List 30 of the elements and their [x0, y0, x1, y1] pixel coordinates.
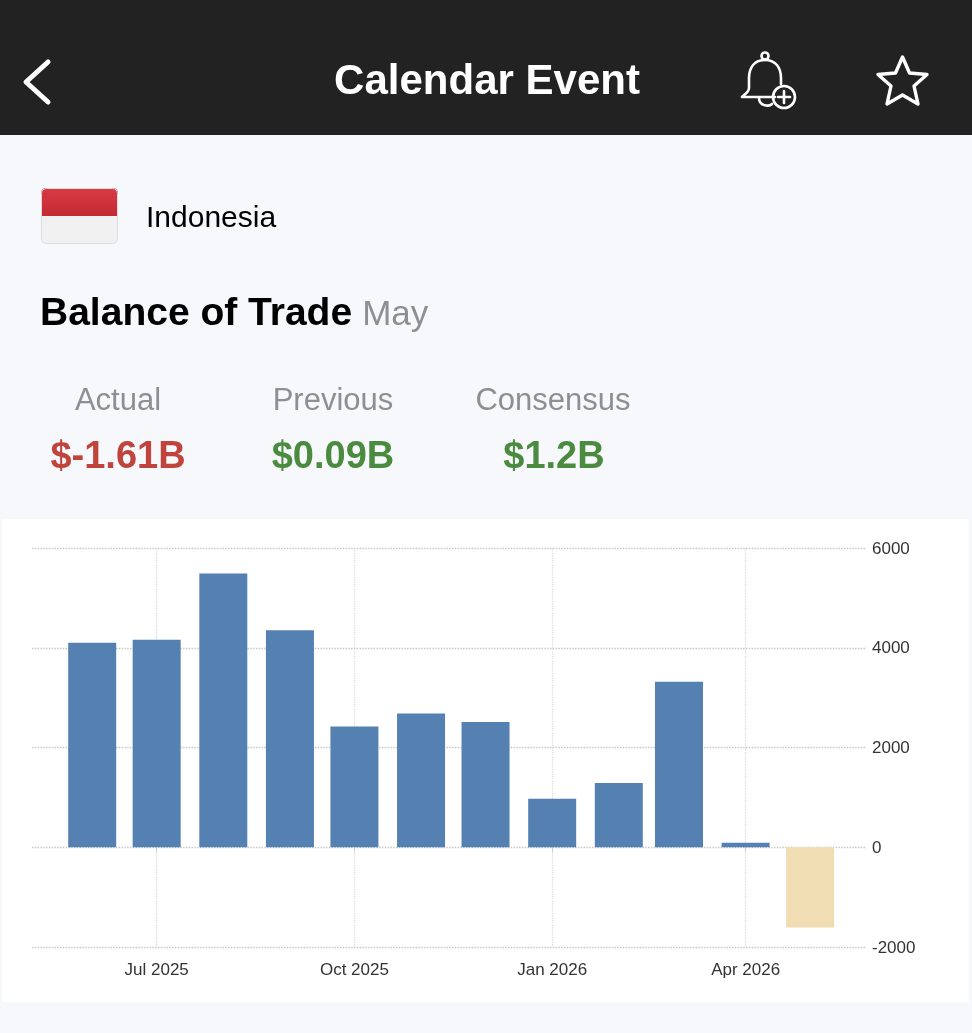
text: Indonesia	[146, 200, 277, 233]
y-tick-label: 6000	[872, 538, 910, 558]
bar	[461, 722, 510, 848]
text: $1.2B	[503, 434, 605, 476]
y-tick-label: -2000	[872, 937, 916, 957]
bar	[265, 630, 314, 848]
chart-title: Balance of Trade	[40, 290, 353, 333]
bar	[528, 798, 577, 848]
bar	[330, 726, 379, 848]
y-tick-label: 4000	[872, 638, 910, 658]
bar	[786, 847, 835, 928]
x-tick-label: Oct 2025	[319, 960, 389, 979]
chart-subtitle: May	[362, 293, 429, 332]
text: Consensus	[475, 381, 631, 417]
text: Actual	[74, 381, 162, 417]
y-tick-label: 2000	[872, 738, 910, 757]
x-tick-label: Apr 2026	[711, 960, 781, 979]
x-tick-label: Jan 2026	[517, 960, 588, 979]
text: Previous	[272, 381, 394, 417]
bar	[68, 642, 117, 848]
bar	[397, 713, 446, 848]
x-tick-label: Jul 2025	[124, 960, 189, 979]
text: $0.09B	[271, 434, 395, 476]
bar	[654, 681, 703, 848]
bar	[199, 573, 248, 848]
text: Calendar Event	[334, 56, 640, 103]
y-tick-label: 0	[872, 837, 882, 857]
bar	[594, 782, 643, 848]
text: $-1.61B	[50, 434, 186, 476]
bar	[132, 639, 181, 848]
